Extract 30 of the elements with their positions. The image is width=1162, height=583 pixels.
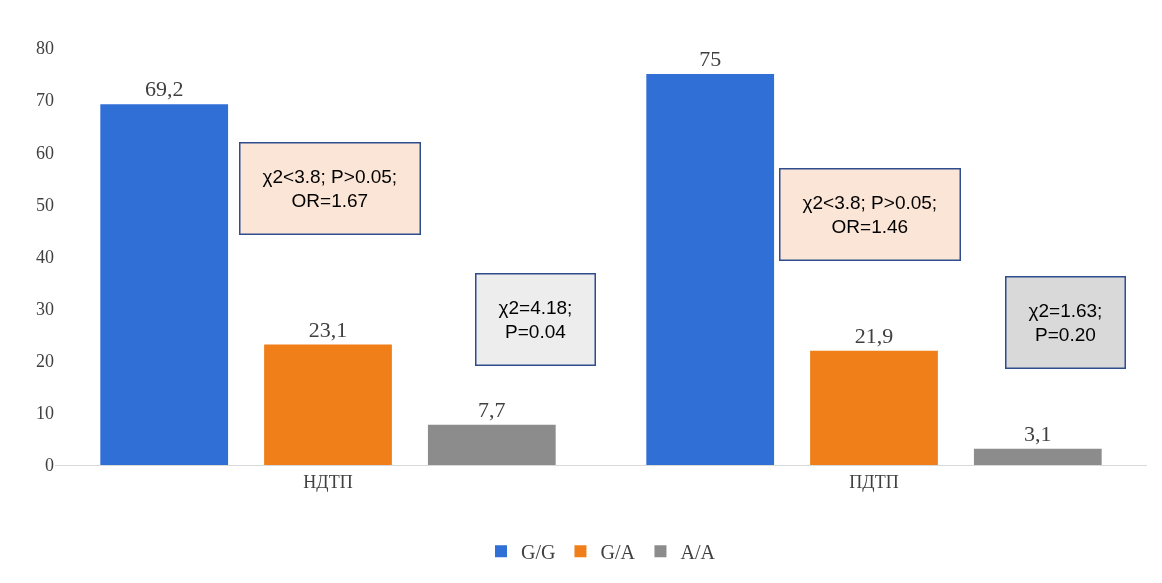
y-tick-label: 0 — [45, 455, 54, 476]
legend-label: G/G — [521, 541, 556, 564]
annotation: χ2=4.18; P=0.04 — [498, 296, 573, 343]
bar — [646, 74, 775, 465]
bar — [810, 350, 938, 465]
x-tick-label: ПДТП — [849, 471, 899, 492]
data-label: 23,1 — [308, 316, 348, 342]
annotation: χ2<3.8; P>0.05; OR=1.46 — [802, 191, 938, 238]
legend-label: A/A — [680, 541, 716, 564]
data-label: 3,1 — [1024, 420, 1052, 446]
bar — [427, 424, 556, 465]
data-label: 69,2 — [144, 76, 184, 102]
annotation: χ2=1.63; P=0.20 — [1028, 299, 1103, 346]
y-tick-label: 10 — [36, 403, 54, 424]
annotation: χ2<3.8; P>0.05; OR=1.67 — [262, 165, 398, 212]
y-tick-label: 40 — [36, 246, 54, 267]
bar — [973, 448, 1102, 465]
data-label: 21,9 — [854, 322, 894, 348]
data-label: 7,7 — [478, 396, 506, 422]
y-tick-label: 30 — [36, 298, 54, 319]
y-tick-label: 50 — [36, 194, 54, 215]
y-tick-label: 20 — [36, 351, 54, 372]
bar — [264, 344, 392, 465]
y-tick-label: 60 — [36, 142, 54, 163]
legend-label: G/A — [600, 541, 636, 564]
x-tick-label: НДТП — [303, 471, 353, 492]
y-tick-label: 70 — [36, 90, 54, 111]
data-label: 75 — [699, 46, 722, 72]
y-tick-label: 80 — [36, 38, 54, 59]
bar — [100, 104, 229, 465]
